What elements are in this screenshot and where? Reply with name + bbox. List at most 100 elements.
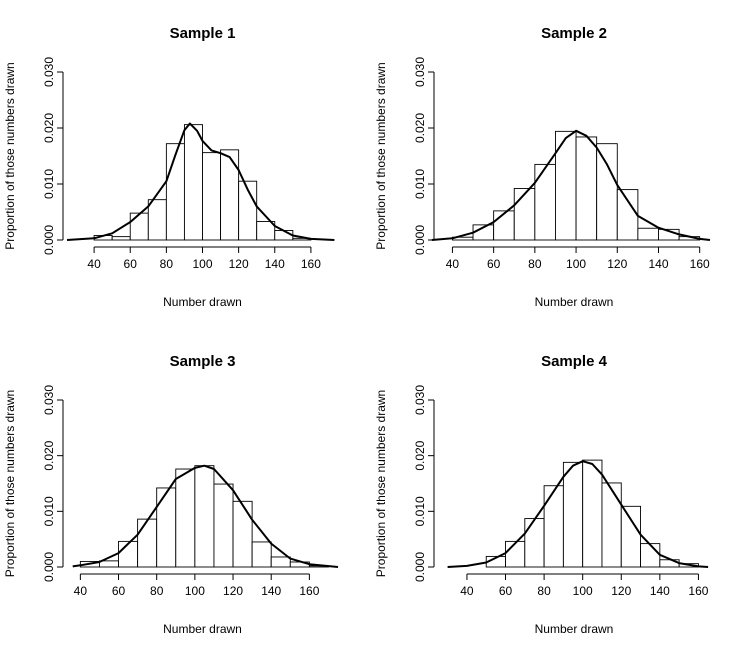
x-tick-label: 60 (124, 257, 138, 271)
histogram-bar (637, 227, 659, 241)
x-axis-label: Number drawn (535, 622, 614, 636)
x-tick-label: 40 (74, 584, 88, 598)
x-tick-label: 120 (611, 584, 631, 598)
x-axis: 40 60 80 100 120 140 160 (74, 573, 320, 598)
y-axis-label: Proportion of those numbers drawn (3, 62, 17, 249)
y-axis: 0.000 0.010 0.020 0.030 (42, 57, 64, 255)
histogram-bar (147, 199, 167, 241)
histogram-panel-3: Sample 3 40 60 80 100 120 140 160 Number drawn 0.… (3, 353, 339, 636)
histogram-bar (616, 189, 639, 241)
histogram-bar (202, 152, 222, 241)
y-tick-label: 0.000 (413, 225, 427, 255)
histogram-bar (274, 230, 294, 241)
histogram-bar (232, 500, 253, 568)
histogram-panel-2: Sample 2 40 60 80 100 120 140 160 Number drawn 0.… (374, 25, 711, 309)
x-axis-label: Number drawn (535, 295, 614, 309)
y-axis-label: Proportion of those numbers drawn (374, 390, 388, 577)
histogram-bar (601, 482, 622, 568)
y-tick-label: 0.030 (42, 385, 56, 415)
histogram-bar (270, 556, 291, 568)
x-tick-label: 80 (160, 257, 174, 271)
histogram-bar (505, 540, 526, 568)
histogram-bar (175, 468, 196, 568)
x-tick-label: 140 (265, 257, 285, 271)
y-axis: 0.000 0.010 0.020 0.030 (413, 57, 435, 255)
x-tick-label: 160 (690, 257, 710, 271)
x-tick-label: 160 (299, 584, 319, 598)
histogram-bar (194, 465, 215, 568)
histogram-panel-1: Sample 1 40 60 80 100 120 140 160 Number drawn 0.… (3, 25, 335, 309)
x-tick-label: 120 (223, 584, 243, 598)
y-tick-label: 0.020 (42, 113, 56, 143)
histogram-bar (596, 143, 618, 241)
histogram-bar (534, 163, 556, 241)
y-axis-label: Proportion of those numbers drawn (374, 62, 388, 249)
y-tick-label: 0.030 (413, 385, 427, 415)
x-axis: 40 60 80 100 120 140 160 (446, 246, 710, 271)
chart-title: Sample 3 (170, 353, 236, 370)
y-tick-label: 0.010 (413, 169, 427, 199)
y-tick-label: 0.020 (413, 440, 427, 470)
histogram-panel-4: Sample 4 40 60 80 100 120 140 160 Number drawn 0.… (374, 353, 709, 636)
histogram-bar (129, 212, 149, 241)
x-tick-label: 140 (650, 584, 670, 598)
density-curve (447, 460, 709, 568)
x-tick-label: 160 (688, 584, 708, 598)
histogram-bar (213, 483, 234, 568)
x-tick-label: 40 (460, 584, 474, 598)
histogram-bar (524, 518, 545, 568)
y-tick-label: 0.020 (42, 440, 56, 470)
histogram-bar (156, 487, 177, 568)
y-axis-label: Proportion of those numbers drawn (3, 390, 17, 577)
x-axis: 40 60 80 100 120 140 160 (460, 573, 709, 598)
x-tick-label: 60 (487, 257, 501, 271)
x-tick-label: 160 (301, 257, 321, 271)
histogram-bar (640, 543, 661, 568)
chart-title: Sample 1 (170, 25, 236, 42)
histogram-bar (165, 143, 185, 241)
x-tick-label: 100 (566, 257, 586, 271)
x-tick-label: 140 (261, 584, 281, 598)
x-tick-label: 80 (150, 584, 164, 598)
density-curve (66, 122, 335, 241)
x-axis-label: Number drawn (163, 622, 242, 636)
x-tick-label: 140 (648, 257, 668, 271)
y-tick-label: 0.010 (42, 496, 56, 526)
histogram-bar (582, 459, 603, 568)
x-tick-label: 80 (528, 257, 542, 271)
histogram-bar (493, 210, 515, 241)
histogram-bar (620, 505, 642, 568)
y-tick-label: 0.000 (413, 552, 427, 582)
histogram-bar (137, 518, 158, 568)
x-tick-label: 60 (499, 584, 513, 598)
x-tick-label: 100 (192, 257, 212, 271)
histogram-bar (543, 485, 564, 568)
x-tick-label: 80 (537, 584, 551, 598)
y-axis: 0.000 0.010 0.020 0.030 (413, 385, 435, 582)
histogram-bar (220, 149, 240, 241)
x-tick-label: 40 (446, 257, 460, 271)
histogram-bar (575, 136, 598, 241)
x-tick-label: 60 (112, 584, 126, 598)
histogram-bar (513, 188, 536, 241)
histogram-bar (251, 541, 272, 568)
chart-title: Sample 2 (541, 25, 607, 42)
y-tick-label: 0.000 (42, 552, 56, 582)
y-tick-label: 0.030 (413, 57, 427, 87)
histogram-bar (98, 560, 119, 568)
y-tick-label: 0.000 (42, 225, 56, 255)
histogram-bar (111, 236, 131, 241)
x-tick-label: 100 (185, 584, 205, 598)
y-tick-label: 0.020 (413, 113, 427, 143)
x-tick-label: 120 (229, 257, 249, 271)
x-tick-label: 120 (607, 257, 627, 271)
y-tick-label: 0.010 (413, 496, 427, 526)
y-tick-label: 0.010 (42, 169, 56, 199)
x-tick-label: 100 (573, 584, 593, 598)
x-axis-label: Number drawn (163, 295, 242, 309)
density-curve (431, 129, 711, 241)
x-tick-label: 40 (87, 257, 101, 271)
y-tick-label: 0.030 (42, 57, 56, 87)
y-axis: 0.000 0.010 0.020 0.030 (42, 385, 64, 582)
